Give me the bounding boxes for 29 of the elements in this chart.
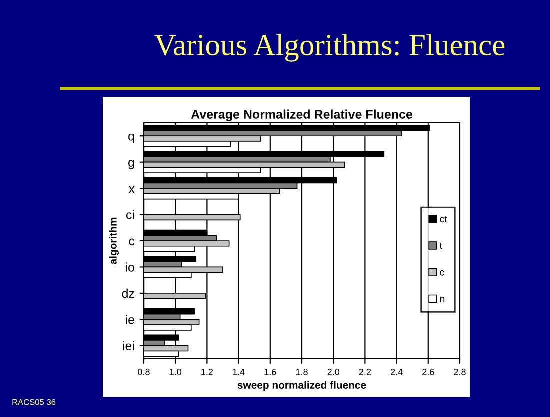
y-tick-label: x [128, 186, 135, 194]
legend-label: c [440, 270, 444, 276]
x-tick-label: 1.0 [170, 368, 182, 376]
x-tick-label: 2.8 [454, 368, 466, 376]
x-tick-label: 1.6 [264, 368, 276, 376]
y-tick-label: iei [123, 341, 134, 351]
y-tick-label: io [126, 262, 134, 272]
x-tick-label: 0.8 [138, 368, 150, 376]
x-tick-label: 2.2 [359, 368, 372, 376]
y-tick-label: c [129, 238, 135, 246]
legend-label: ct [440, 216, 448, 223]
x-axis-title: sweep normalized fluence [238, 381, 366, 392]
x-tick-label: 1.2 [202, 368, 214, 376]
x-tick-label: 2.4 [390, 368, 403, 376]
legend-label: t [440, 242, 442, 250]
y-tick-label: ci [126, 210, 134, 220]
x-tick-label: 2.0 [328, 368, 340, 376]
chart-subtitle: Average Normalized Relative Fluence [191, 110, 412, 122]
x-tick-label: 2.6 [422, 368, 434, 376]
chart-title: Various Algorithms: Fluence [154, 34, 505, 62]
legend-label: n [440, 297, 445, 302]
text: RACS05 36 [12, 399, 56, 406]
x-tick-label: 1.8 [296, 368, 308, 376]
y-axis-title: algorithm [109, 218, 119, 264]
y-tick-label: q [128, 134, 134, 144]
y-tick-label: ie [126, 315, 134, 324]
y-tick-label: dz [122, 288, 134, 298]
x-tick-label: 1.4 [233, 369, 245, 376]
y-tick-label: g [128, 160, 134, 170]
